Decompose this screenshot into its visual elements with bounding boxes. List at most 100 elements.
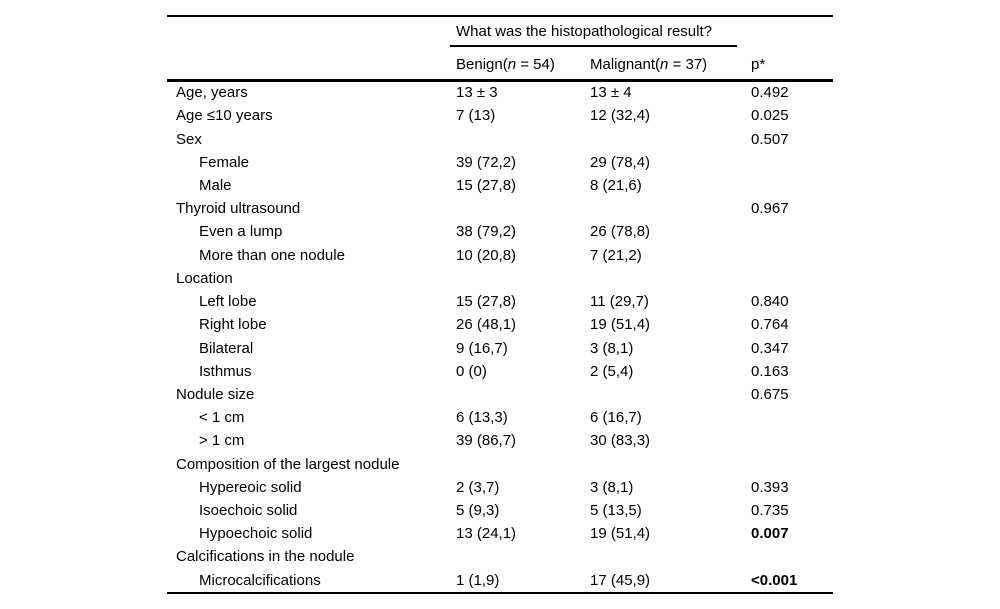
table-row: Nodule size 0.675 [167,383,833,406]
p-value: 0.735 [751,502,789,520]
p-value: 0.007 [751,525,789,543]
benign-value: 13 (24,1) [456,525,517,543]
row-label: < 1 cm [199,409,245,427]
row-label: Left lobe [199,293,257,311]
malignant-label-suffix: = 37) [668,56,708,73]
benign-value: 26 (48,1) [456,316,517,334]
malignant-value: 17 (45,9) [590,571,651,589]
malignant-label-prefix: Malignant( [590,56,661,73]
table-row: Calcifications in the nodule [167,545,833,568]
malignant-value: 11 (29,7) [590,293,649,311]
p-value: 0.347 [751,339,789,357]
malignant-value: 5 (13,5) [590,502,642,520]
row-label: More than one nodule [199,246,345,264]
row-label: Composition of the largest nodule [176,455,400,473]
benign-value: 39 (72,2) [456,153,517,171]
malignant-value: 19 (51,4) [590,316,651,334]
table-row: < 1 cm 6 (13,3) 6 (16,7) [167,406,833,429]
column-header-malignant: Malignant(n = 37) [590,56,707,73]
span-header-underline-rule [450,45,737,47]
malignant-value: 3 (8,1) [590,478,634,496]
benign-label-suffix: = 54) [516,56,555,73]
row-label: Right lobe [199,316,267,334]
benign-value: 0 (0) [456,362,487,380]
row-label: Bilateral [199,339,254,357]
row-label: Calcifications in the nodule [176,548,355,566]
benign-value: 13 ± 3 [456,84,498,102]
table-row: Isoechoic solid 5 (9,3) 5 (13,5) 0.735 [167,499,833,522]
p-value: 0.393 [751,478,789,496]
p-value: 0.675 [751,385,789,403]
row-label: Location [176,269,233,287]
table-body: Age, years 13 ± 3 13 ± 4 0.492 Age ≤10 y… [167,81,833,592]
malignant-value: 29 (78,4) [590,153,651,171]
table-row: Hypereoic solid 2 (3,7) 3 (8,1) 0.393 [167,476,833,499]
row-label: Age, years [176,84,248,102]
table-row: > 1 cm 39 (86,7) 30 (83,3) [167,429,833,452]
p-value: 0.507 [751,130,789,148]
benign-value: 15 (27,8) [456,176,517,194]
malignant-value: 13 ± 4 [590,84,632,102]
row-label: Microcalcifications [199,571,321,589]
table-row: Left lobe 15 (27,8) 11 (29,7) 0.840 [167,290,833,313]
benign-value: 15 (27,8) [456,293,517,311]
row-label: Thyroid ultrasound [176,200,301,218]
table-row: Hypoechoic solid 13 (24,1) 19 (51,4) 0.0… [167,522,833,545]
malignant-value: 2 (5,4) [590,362,634,380]
table-row: Even a lump 38 (79,2) 26 (78,8) [167,220,833,243]
benign-value: 38 (79,2) [456,223,517,241]
row-label: Age ≤10 years [176,107,273,125]
p-value: 0.025 [751,107,789,125]
benign-value: 6 (13,3) [456,409,508,427]
p-value: 0.764 [751,316,789,334]
table-row: Composition of the largest nodule [167,453,833,476]
row-label: Isoechoic solid [199,502,298,520]
table-top-rule [167,15,833,17]
p-value: 0.967 [751,200,789,218]
column-header-p: p* [751,56,766,73]
malignant-value: 7 (21,2) [590,246,642,264]
table-row: Female 39 (72,2) 29 (78,4) [167,151,833,174]
table-row: Microcalcifications 1 (1,9) 17 (45,9) <0… [167,569,833,592]
table-row: Age ≤10 years 7 (13) 12 (32,4) 0.025 [167,104,833,127]
table-row: Isthmus 0 (0) 2 (5,4) 0.163 [167,360,833,383]
table-row: More than one nodule 10 (20,8) 7 (21,2) [167,244,833,267]
row-label: Female [199,153,250,171]
benign-n-symbol: n [507,56,517,73]
row-label: Sex [176,130,202,148]
table-row: Sex 0.507 [167,127,833,150]
malignant-value: 26 (78,8) [590,223,651,241]
benign-value: 5 (9,3) [456,502,500,520]
malignant-value: 12 (32,4) [590,107,651,125]
row-label: > 1 cm [199,432,245,450]
row-label: Isthmus [199,362,252,380]
p-value: 0.163 [751,362,789,380]
table-row: Age, years 13 ± 3 13 ± 4 0.492 [167,81,833,104]
benign-value: 39 (86,7) [456,432,517,450]
column-header-benign: Benign(n = 54) [456,56,555,73]
malignant-n-symbol: n [660,56,669,73]
benign-value: 1 (1,9) [456,571,500,589]
malignant-value: 19 (51,4) [590,525,651,543]
p-value: 0.492 [751,84,789,102]
table-row: Thyroid ultrasound 0.967 [167,197,833,220]
p-value: <0.001 [751,571,798,589]
table-row: Male 15 (27,8) 8 (21,6) [167,174,833,197]
table-row: Location [167,267,833,290]
benign-label-prefix: Benign( [456,56,508,73]
table-row: Right lobe 26 (48,1) 19 (51,4) 0.764 [167,313,833,336]
row-label: Male [199,176,232,194]
table-bottom-rule [167,592,833,594]
header-bottom-rule [167,79,833,82]
malignant-value: 6 (16,7) [590,409,642,427]
row-label: Hypoechoic solid [199,525,313,543]
table-row: Bilateral 9 (16,7) 3 (8,1) 0.347 [167,336,833,359]
benign-value: 9 (16,7) [456,339,508,357]
malignant-value: 8 (21,6) [590,176,642,194]
malignant-value: 3 (8,1) [590,339,634,357]
benign-value: 7 (13) [456,107,496,125]
malignant-value: 30 (83,3) [590,432,651,450]
benign-value: 10 (20,8) [456,246,517,264]
row-label: Hypereoic solid [199,478,302,496]
